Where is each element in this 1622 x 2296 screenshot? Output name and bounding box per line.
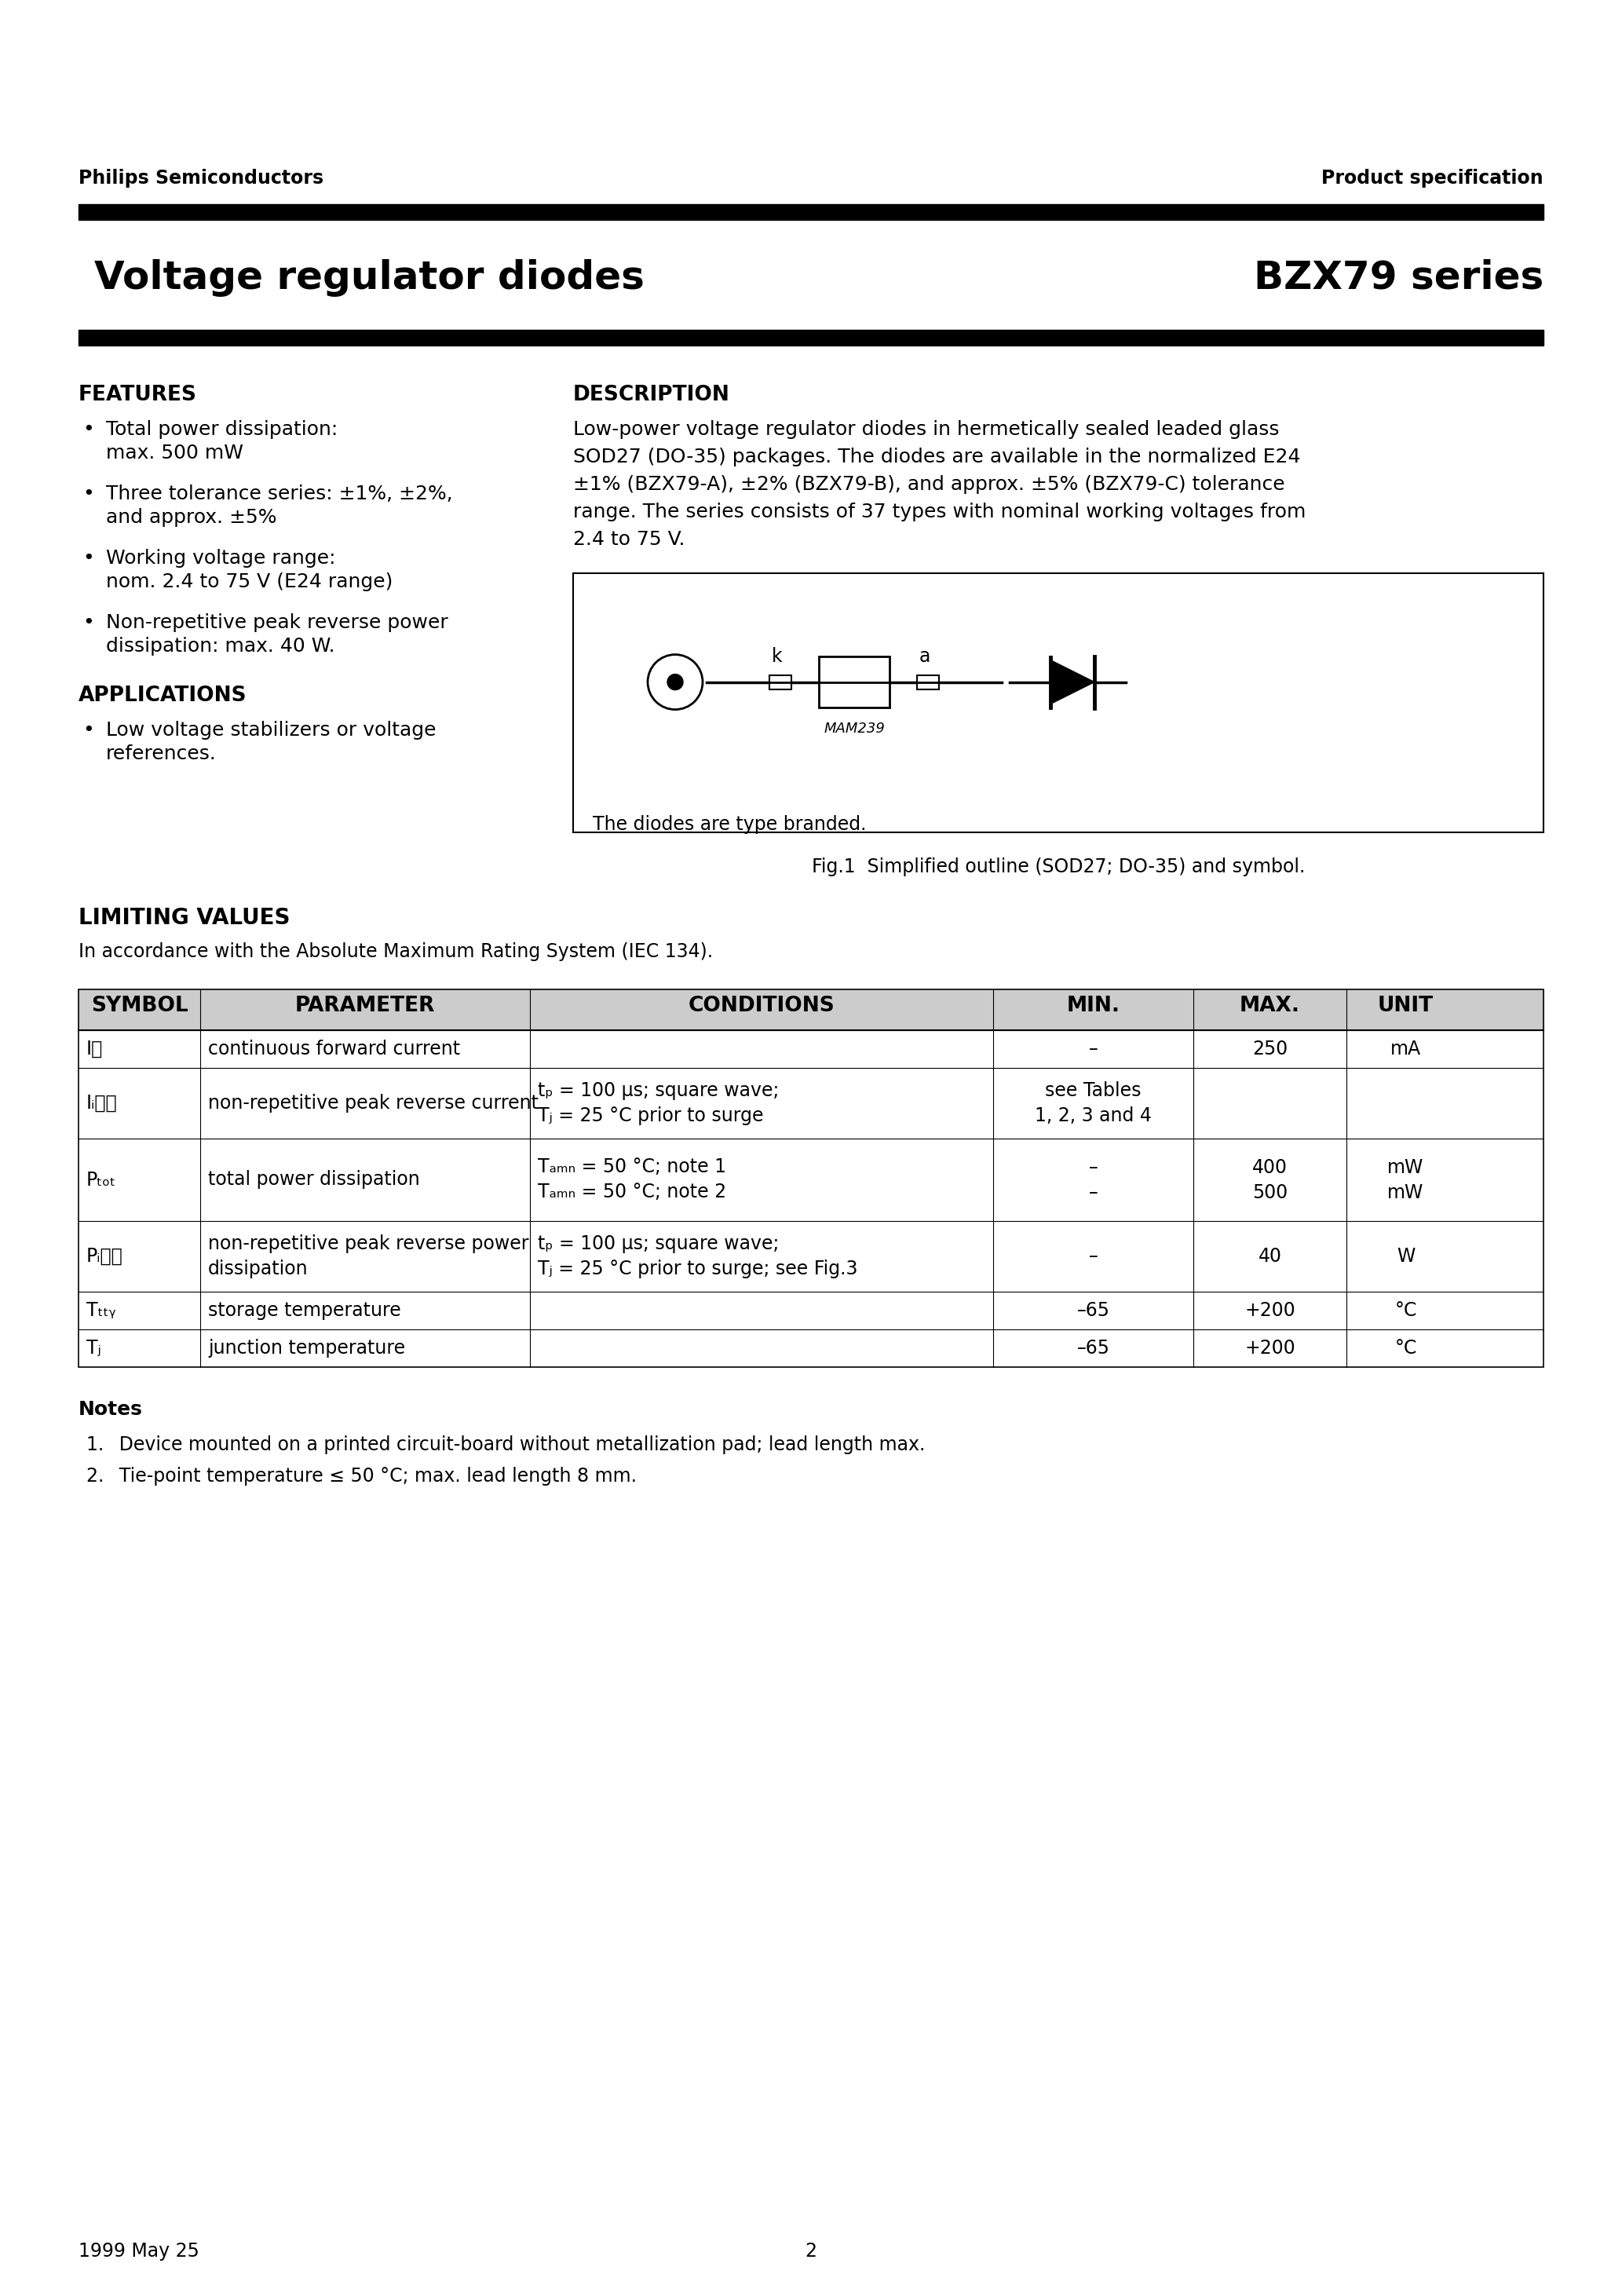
Text: 2.4 to 75 V.: 2.4 to 75 V.	[573, 530, 684, 549]
Text: PARAMETER: PARAMETER	[295, 996, 435, 1017]
Text: Three tolerance series: ±1%, ±2%,: Three tolerance series: ±1%, ±2%,	[105, 484, 453, 503]
Text: W: W	[1397, 1247, 1414, 1265]
Text: non-repetitive peak reverse current: non-repetitive peak reverse current	[208, 1093, 539, 1114]
Text: max. 500 mW: max. 500 mW	[105, 443, 243, 461]
Text: CONDITIONS: CONDITIONS	[688, 996, 835, 1017]
Text: –65: –65	[1077, 1302, 1109, 1320]
Text: •: •	[83, 420, 94, 439]
Text: 2: 2	[805, 2241, 817, 2262]
Text: references.: references.	[105, 744, 217, 762]
Text: Tⱼ = 25 °C prior to surge; see Fig.3: Tⱼ = 25 °C prior to surge; see Fig.3	[539, 1261, 858, 1279]
Bar	[78, 990, 1544, 1366]
Text: APPLICATIONS: APPLICATIONS	[78, 687, 247, 705]
Text: I₟: I₟	[86, 1040, 104, 1058]
Text: The diodes are type branded.: The diodes are type branded.	[592, 815, 866, 833]
Text: In accordance with the Absolute Maximum Rating System (IEC 134).: In accordance with the Absolute Maximum …	[78, 941, 714, 962]
Text: and approx. ±5%: and approx. ±5%	[105, 507, 277, 526]
Text: MAM239: MAM239	[824, 721, 884, 735]
Text: Low voltage stabilizers or voltage: Low voltage stabilizers or voltage	[105, 721, 436, 739]
Text: range. The series consists of 37 types with nominal working voltages from: range. The series consists of 37 types w…	[573, 503, 1306, 521]
Bar	[769, 675, 792, 689]
Text: Tₐₘₙ = 50 °C; note 1: Tₐₘₙ = 50 °C; note 1	[539, 1157, 727, 1176]
Text: MIN.: MIN.	[1067, 996, 1119, 1017]
Bar	[573, 574, 1544, 833]
Text: FEATURES: FEATURES	[78, 386, 196, 404]
Text: –65: –65	[1077, 1339, 1109, 1357]
Text: k: k	[772, 647, 782, 666]
Text: 500: 500	[1252, 1182, 1288, 1201]
Text: Tⱼ = 25 °C prior to surge: Tⱼ = 25 °C prior to surge	[539, 1107, 764, 1125]
Text: Notes: Notes	[78, 1401, 143, 1419]
Text: 40: 40	[1259, 1247, 1281, 1265]
Text: tₚ = 100 μs; square wave;: tₚ = 100 μs; square wave;	[539, 1081, 779, 1100]
Text: 250: 250	[1252, 1040, 1288, 1058]
Bar	[78, 331, 1544, 344]
Text: mW: mW	[1387, 1182, 1424, 1201]
Text: Tⱼ: Tⱼ	[86, 1339, 101, 1357]
Text: Tₜₜᵧ: Tₜₜᵧ	[86, 1302, 115, 1320]
Text: mA: mA	[1390, 1040, 1421, 1058]
Text: dissipation: dissipation	[208, 1261, 308, 1279]
Text: non-repetitive peak reverse power: non-repetitive peak reverse power	[208, 1235, 529, 1254]
Text: nom. 2.4 to 75 V (E24 range): nom. 2.4 to 75 V (E24 range)	[105, 572, 393, 592]
Text: •: •	[83, 549, 94, 567]
Text: 1.  Device mounted on a printed circuit-board without metallization pad; lead le: 1. Device mounted on a printed circuit-b…	[86, 1435, 925, 1453]
Text: Voltage regulator diodes: Voltage regulator diodes	[94, 259, 644, 296]
Text: –: –	[1088, 1040, 1098, 1058]
Text: see Tables: see Tables	[1045, 1081, 1142, 1100]
Text: Non-repetitive peak reverse power: Non-repetitive peak reverse power	[105, 613, 448, 631]
Text: storage temperature: storage temperature	[208, 1302, 401, 1320]
Text: LIMITING VALUES: LIMITING VALUES	[78, 907, 290, 930]
Text: BZX79 series: BZX79 series	[1254, 259, 1544, 296]
Text: SYMBOL: SYMBOL	[91, 996, 188, 1017]
Text: Total power dissipation:: Total power dissipation:	[105, 420, 337, 439]
Bar	[78, 204, 1544, 220]
Text: a: a	[920, 647, 931, 666]
Text: •: •	[83, 721, 94, 739]
Text: –: –	[1088, 1157, 1098, 1176]
Text: MAX.: MAX.	[1239, 996, 1301, 1017]
Text: Tₐₘₙ = 50 °C; note 2: Tₐₘₙ = 50 °C; note 2	[539, 1182, 727, 1201]
Text: junction temperature: junction temperature	[208, 1339, 406, 1357]
Text: SOD27 (DO-35) packages. The diodes are available in the normalized E24: SOD27 (DO-35) packages. The diodes are a…	[573, 448, 1301, 466]
Text: Iᵢ₞₞: Iᵢ₞₞	[86, 1093, 117, 1114]
Text: +200: +200	[1244, 1302, 1296, 1320]
Text: Fig.1  Simplified outline (SOD27; DO-35) and symbol.: Fig.1 Simplified outline (SOD27; DO-35) …	[811, 856, 1306, 877]
Text: UNIT: UNIT	[1377, 996, 1434, 1017]
Text: °C: °C	[1395, 1302, 1418, 1320]
Text: total power dissipation: total power dissipation	[208, 1171, 420, 1189]
Text: tₚ = 100 μs; square wave;: tₚ = 100 μs; square wave;	[539, 1235, 779, 1254]
Text: •: •	[83, 613, 94, 631]
Text: 1, 2, 3 and 4: 1, 2, 3 and 4	[1035, 1107, 1152, 1125]
Text: ±1% (BZX79-A), ±2% (BZX79-B), and approx. ±5% (BZX79-C) tolerance: ±1% (BZX79-A), ±2% (BZX79-B), and approx…	[573, 475, 1285, 494]
Text: °C: °C	[1395, 1339, 1418, 1357]
Text: +200: +200	[1244, 1339, 1296, 1357]
Text: Pᵢ₞₞: Pᵢ₞₞	[86, 1247, 123, 1265]
Text: Low-power voltage regulator diodes in hermetically sealed leaded glass: Low-power voltage regulator diodes in he…	[573, 420, 1280, 439]
Text: DESCRIPTION: DESCRIPTION	[573, 386, 730, 404]
Text: •: •	[83, 484, 94, 503]
Circle shape	[667, 675, 683, 689]
Text: –: –	[1088, 1247, 1098, 1265]
Text: Pₜₒₜ: Pₜₒₜ	[86, 1171, 117, 1189]
Text: 400: 400	[1252, 1157, 1288, 1176]
Text: mW: mW	[1387, 1157, 1424, 1176]
Text: Product specification: Product specification	[1322, 170, 1544, 188]
Text: –: –	[1088, 1182, 1098, 1201]
Bar	[78, 990, 1544, 1031]
Text: dissipation: max. 40 W.: dissipation: max. 40 W.	[105, 636, 334, 657]
Text: Philips Semiconductors: Philips Semiconductors	[78, 170, 323, 188]
Text: continuous forward current: continuous forward current	[208, 1040, 461, 1058]
Text: 2.  Tie-point temperature ≤ 50 °C; max. lead length 8 mm.: 2. Tie-point temperature ≤ 50 °C; max. l…	[86, 1467, 637, 1486]
Bar	[819, 657, 889, 707]
Text: Working voltage range:: Working voltage range:	[105, 549, 336, 567]
Bar	[916, 675, 939, 689]
Text: 1999 May 25: 1999 May 25	[78, 2241, 200, 2262]
Polygon shape	[1051, 659, 1095, 705]
